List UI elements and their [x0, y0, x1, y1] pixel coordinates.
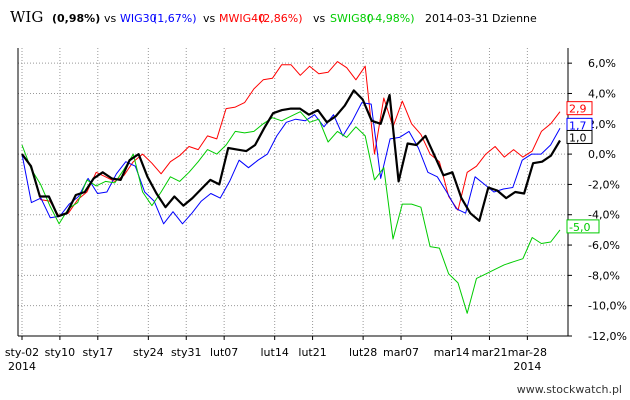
series-line-wig: [21, 89, 561, 222]
end-badge-text: 1,0: [569, 131, 587, 144]
end-badge-mwig40: 2,9: [566, 101, 593, 116]
vs-label-2: vs: [203, 12, 216, 25]
y-tick-label: 4,0%: [588, 87, 616, 100]
series-line-swig80: [21, 111, 561, 314]
end-badge-text: -5,0: [569, 221, 590, 234]
y-tick-label: 2,0%: [588, 118, 616, 131]
y-tick-label: -2,0%: [588, 178, 620, 191]
chart-date: 2014-03-31: [425, 12, 489, 25]
end-badge-text: 2,9: [569, 103, 587, 116]
y-tick-label: -10,0%: [588, 300, 627, 313]
y-tick-label: -12,0%: [588, 330, 627, 343]
x-tick-label: lut14: [261, 346, 289, 359]
x-tick-label: sty24: [133, 346, 164, 359]
legend-swig80-change: (-4,98%): [367, 12, 415, 25]
chart-period: Dzienne: [492, 12, 537, 25]
vs-label-3: vs: [313, 12, 326, 25]
y-tick-label: 0,0%: [588, 148, 616, 161]
x-tick-label: mar21: [471, 346, 507, 359]
x-tick-label: lut21: [298, 346, 326, 359]
end-labels: 2,9 1,71,0 -5,0: [566, 101, 600, 234]
x-tick-label: sty10: [45, 346, 76, 359]
legend-wig30-change: (1,67%): [153, 12, 197, 25]
x-tick-year-label: 2014: [513, 360, 541, 373]
legend-mwig40-change: (2,86%): [259, 12, 303, 25]
grid: [18, 48, 568, 337]
main-index-title: WIG: [10, 8, 43, 26]
x-tick-label: mar-28: [508, 346, 547, 359]
legend-wig30-label: WIG30: [120, 12, 157, 25]
end-badge-wig: 1,0: [566, 129, 593, 144]
x-tick-label: sty17: [83, 346, 114, 359]
series-line-mwig40: [21, 61, 561, 217]
series-lines: [21, 61, 561, 314]
x-tick-label: sty-02: [5, 346, 39, 359]
legend-mwig40-label: MWIG40: [219, 12, 265, 25]
x-tick-label: lut07: [210, 346, 238, 359]
x-tick-year-label: 2014: [8, 360, 36, 373]
y-tick-label: 6,0%: [588, 57, 616, 70]
y-tick-label: -6,0%: [588, 239, 620, 252]
main-index-change: (0,98%): [52, 12, 100, 25]
end-badge-text: 1,7: [569, 119, 587, 132]
end-badge-box: [566, 101, 593, 116]
x-tick-label: sty31: [171, 346, 202, 359]
watermark: www.stockwatch.pl: [517, 383, 622, 396]
legend-swig80-label: SWIG80: [330, 12, 374, 25]
x-tick-label: mar07: [383, 346, 419, 359]
axes: 6,0% 4,0% 2,0% 0,0% -2,0% -4,0% -6,0% -8,0% -10,…: [5, 48, 627, 373]
x-tick-label: mar14: [434, 346, 470, 359]
end-badge-swig80: -5,0: [566, 219, 600, 234]
x-tick-label: lut28: [349, 346, 377, 359]
end-badge-box: [566, 219, 600, 234]
y-tick-label: -4,0%: [588, 209, 620, 222]
chart-header: WIG (0,98%) vs WIG30 (1,67%) vs MWIG40 (…: [10, 8, 537, 26]
y-tick-label: -8,0%: [588, 269, 620, 282]
vs-label-1: vs: [104, 12, 117, 25]
series-line-wig30: [21, 102, 561, 225]
end-badge-box: [566, 129, 593, 144]
